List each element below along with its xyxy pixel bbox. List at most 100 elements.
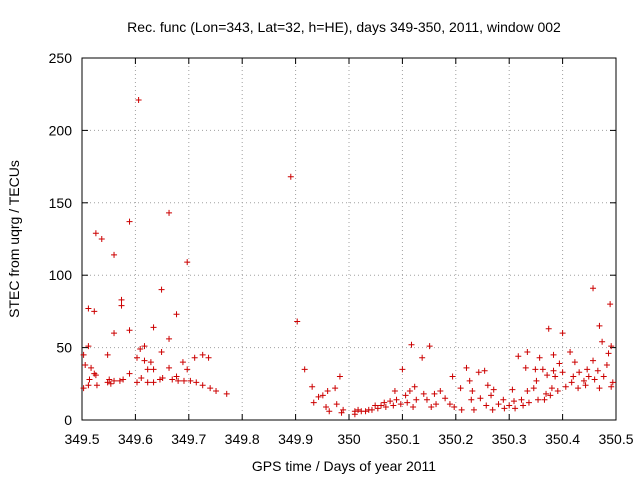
y-tick-label: 250 (49, 50, 73, 66)
data-point (158, 348, 165, 355)
y-tick-label: 50 (56, 340, 72, 356)
data-point (111, 377, 118, 384)
data-point (351, 411, 358, 418)
data-point (118, 296, 125, 303)
data-point (607, 301, 614, 308)
data-point (524, 388, 531, 395)
x-tick-label: 350.4 (545, 431, 580, 447)
data-point (391, 388, 398, 395)
data-point (85, 343, 92, 350)
data-point (141, 343, 148, 350)
data-point (410, 403, 417, 410)
data-point (535, 396, 542, 403)
data-point (489, 406, 496, 413)
data-point (468, 396, 475, 403)
data-point (530, 385, 537, 392)
data-point (134, 379, 141, 386)
y-tick-label: 200 (49, 122, 73, 138)
data-point (515, 353, 522, 360)
x-tick-label: 349.7 (171, 431, 206, 447)
data-point (111, 330, 118, 337)
data-point (609, 379, 616, 386)
data-point (301, 366, 308, 373)
data-point (428, 403, 435, 410)
data-point (80, 385, 87, 392)
data-point (169, 376, 176, 383)
data-point (524, 348, 531, 355)
data-point (575, 385, 582, 392)
data-point (135, 96, 142, 103)
data-point (477, 395, 484, 402)
data-point (104, 351, 111, 358)
data-point (559, 369, 566, 376)
data-point (205, 354, 212, 361)
data-point (166, 335, 173, 342)
data-point (126, 327, 133, 334)
data-point (552, 373, 559, 380)
data-point (548, 385, 555, 392)
data-point (184, 366, 191, 373)
data-point (93, 382, 100, 389)
data-point (393, 396, 400, 403)
data-point (175, 377, 182, 384)
data-point (413, 396, 420, 403)
data-point (390, 402, 397, 409)
data-point (126, 370, 133, 377)
data-point (294, 318, 301, 325)
x-tick-label: 349.5 (64, 431, 99, 447)
data-point (539, 366, 546, 373)
data-point (399, 366, 406, 373)
data-point (518, 396, 525, 403)
data-point (166, 209, 173, 216)
data-point (397, 401, 404, 408)
data-point (138, 375, 145, 382)
data-point (355, 406, 362, 413)
data-point (80, 351, 87, 358)
data-point (596, 385, 603, 392)
data-point (585, 373, 592, 380)
x-tick-label: 349.6 (118, 431, 153, 447)
data-point (431, 390, 438, 397)
y-tick-label: 100 (49, 267, 73, 283)
data-point (408, 341, 415, 348)
data-point (495, 401, 502, 408)
data-point (137, 346, 144, 353)
data-point (571, 359, 578, 366)
y-tick-labels: 0 50 100 150 200 250 (49, 50, 73, 428)
data-point (180, 377, 187, 384)
data-point (150, 366, 157, 373)
data-point (488, 392, 495, 399)
data-point (511, 398, 518, 405)
data-point (591, 376, 598, 383)
x-tick-label: 350.2 (438, 431, 473, 447)
data-point (213, 388, 220, 395)
data-point (92, 372, 99, 379)
data-point (568, 379, 575, 386)
data-point (91, 308, 98, 315)
data-point (500, 396, 507, 403)
data-point (470, 406, 477, 413)
data-point (372, 402, 379, 409)
data-point (411, 383, 418, 390)
data-point (608, 383, 615, 390)
data-points (80, 96, 616, 418)
data-point (323, 403, 330, 410)
data-point (362, 408, 369, 415)
data-point (559, 330, 566, 337)
data-point (584, 366, 591, 373)
data-point (547, 392, 554, 399)
data-point (287, 173, 294, 180)
data-point (381, 399, 388, 406)
data-point (484, 382, 491, 389)
data-point (536, 354, 543, 361)
y-tick-label: 150 (49, 195, 73, 211)
data-point (387, 398, 394, 405)
data-point (599, 338, 606, 345)
data-point (82, 361, 89, 368)
y-axis-label: STEC from uqrg / TECUs (6, 160, 22, 318)
data-point (483, 402, 490, 409)
data-point (404, 399, 411, 406)
data-point (512, 405, 519, 412)
x-tick-label: 350 (337, 431, 361, 447)
data-point (481, 367, 488, 374)
